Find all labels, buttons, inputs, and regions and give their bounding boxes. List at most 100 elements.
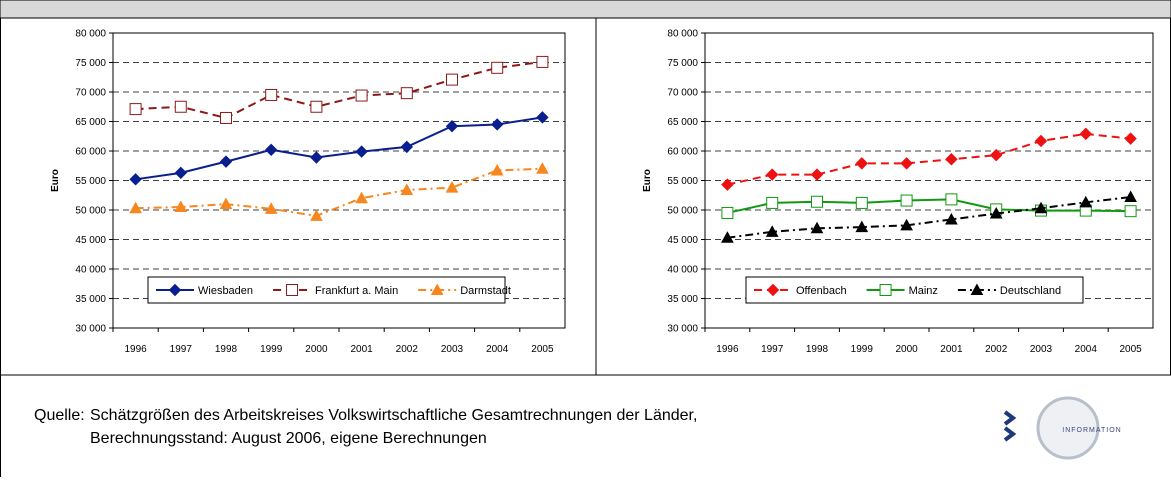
marker (446, 73, 458, 86)
marker (400, 87, 413, 100)
marker (1124, 205, 1137, 218)
marker (491, 61, 504, 74)
marker (174, 100, 187, 113)
legend (745, 276, 1084, 304)
y-tick-label: 70 000 (75, 88, 106, 99)
marker (810, 221, 824, 234)
x-tick-label: 2000 (305, 344, 328, 355)
marker (1079, 195, 1093, 208)
marker (945, 212, 958, 225)
y-tick-label: 45 000 (667, 235, 698, 246)
y-tick-label: 65 000 (75, 117, 106, 128)
marker (286, 284, 299, 296)
marker (855, 157, 869, 170)
x-tick-label: 2002 (985, 344, 1008, 355)
logo-ring (1036, 396, 1100, 460)
marker (900, 157, 913, 170)
marker (445, 120, 459, 133)
x-tick-label: 1998 (806, 344, 829, 355)
y-tick-label: 30 000 (667, 324, 698, 335)
y-axis-label: Euro (642, 169, 653, 192)
marker (900, 194, 913, 207)
legend-label: Frankfurt a. Main (315, 285, 398, 297)
marker (765, 225, 779, 237)
marker (810, 168, 824, 181)
marker (1079, 127, 1093, 141)
marker (536, 55, 549, 68)
y-tick-label: 55 000 (75, 176, 106, 187)
marker (445, 181, 459, 193)
x-tick-label: 2003 (441, 344, 464, 355)
marker (219, 155, 233, 168)
y-tick-label: 35 000 (667, 294, 698, 305)
logo-text: INFORMATION (1062, 427, 1121, 434)
marker (900, 218, 913, 231)
marker (766, 283, 780, 297)
y-tick-label: 75 000 (667, 58, 698, 69)
series-line (727, 132, 1131, 186)
series-line (135, 60, 543, 120)
marker (355, 191, 368, 204)
marker (168, 283, 182, 297)
marker (174, 200, 188, 213)
y-tick-label: 30 000 (75, 324, 106, 335)
x-tick-label: 2001 (350, 344, 373, 355)
marker (721, 206, 734, 219)
marker (264, 143, 278, 157)
marker (811, 195, 823, 208)
legend-label: Mainz (909, 285, 938, 297)
y-tick-label: 60 000 (667, 147, 698, 158)
marker (310, 151, 323, 164)
x-tick-label: 1999 (260, 344, 283, 355)
marker (1124, 190, 1137, 203)
marker (970, 283, 984, 295)
marker (765, 168, 779, 181)
legend (147, 276, 506, 304)
x-tick-label: 1998 (215, 344, 238, 355)
x-tick-label: 2000 (895, 344, 918, 355)
source-line: Berechnungsstand: August 2006, eigene Be… (90, 430, 487, 447)
marker (855, 196, 868, 209)
marker (220, 111, 232, 124)
marker (265, 88, 278, 101)
series-line (135, 167, 543, 217)
x-tick-label: 2004 (1075, 344, 1098, 355)
marker (536, 111, 549, 124)
x-tick-label: 1997 (761, 344, 784, 355)
marker (174, 166, 188, 180)
marker (355, 89, 368, 102)
marker (945, 193, 958, 206)
marker (989, 207, 1003, 219)
marker (1124, 132, 1137, 145)
legend-label: Darmstadt (460, 285, 511, 297)
y-tick-label: 75 000 (75, 58, 106, 69)
x-tick-label: 1997 (170, 344, 193, 355)
x-tick-label: 1996 (124, 344, 147, 355)
marker (536, 162, 549, 174)
marker (945, 153, 958, 166)
legend-label: Offenbach (796, 285, 847, 297)
marker (129, 173, 142, 186)
marker (879, 284, 892, 296)
y-tick-label: 50 000 (667, 206, 698, 217)
marker (129, 103, 142, 116)
y-tick-label: 50 000 (75, 206, 106, 217)
marker (264, 202, 278, 214)
marker (766, 196, 779, 209)
x-tick-label: 2004 (486, 344, 509, 355)
x-tick-label: 2001 (940, 344, 963, 355)
y-tick-label: 65 000 (667, 117, 698, 128)
y-tick-label: 35 000 (75, 294, 106, 305)
x-tick-label: 2002 (396, 344, 419, 355)
source-label: Quelle: (34, 407, 85, 424)
title-bar (0, 0, 1171, 19)
marker (400, 183, 414, 195)
marker (310, 209, 323, 221)
marker (721, 231, 734, 243)
marker (721, 178, 734, 191)
x-tick-label: 1996 (716, 344, 739, 355)
logo-arrows (1003, 410, 1017, 442)
marker (855, 220, 869, 233)
x-tick-label: 2005 (531, 344, 554, 355)
